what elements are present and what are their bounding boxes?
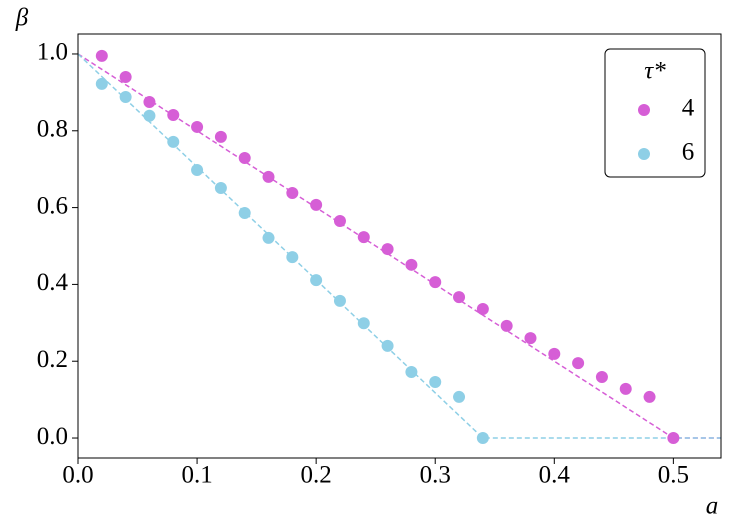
point — [667, 432, 680, 445]
y-tick-label: 1.0 — [37, 39, 68, 66]
point — [619, 382, 632, 395]
point — [262, 231, 275, 244]
point — [95, 77, 108, 90]
point — [238, 206, 251, 219]
plot-frame — [77, 33, 722, 459]
point — [143, 109, 156, 122]
point — [262, 170, 275, 183]
point — [167, 135, 180, 148]
point — [214, 130, 227, 143]
point — [500, 319, 513, 332]
y-tick-label: 0.6 — [37, 192, 68, 219]
point — [405, 258, 418, 271]
point — [524, 332, 537, 345]
legend-box — [604, 48, 706, 178]
point — [405, 365, 418, 378]
legend-title: τ* — [644, 58, 666, 85]
legend-label: 6 — [682, 139, 695, 166]
point — [167, 109, 180, 122]
point — [381, 339, 394, 352]
y-tick-label: 0.2 — [37, 346, 68, 373]
point — [143, 95, 156, 108]
x-tick-label: 0.2 — [301, 462, 332, 489]
fit-line — [78, 53, 721, 439]
point — [310, 274, 323, 287]
legend-marker — [638, 148, 650, 160]
point — [191, 163, 204, 176]
point — [548, 347, 561, 360]
point — [476, 302, 489, 315]
point — [357, 231, 370, 244]
x-axis-label: a — [706, 493, 719, 520]
y-axis-label: β — [15, 5, 29, 32]
point — [238, 152, 251, 165]
point — [572, 357, 585, 370]
point — [95, 49, 108, 62]
point — [429, 276, 442, 289]
point — [191, 120, 204, 133]
y-tick-label: 0.0 — [37, 423, 68, 450]
point — [357, 317, 370, 330]
x-tick-label: 0.1 — [181, 462, 212, 489]
point — [429, 375, 442, 388]
legend-label: 4 — [682, 95, 695, 122]
point — [286, 187, 299, 199]
x-tick-label: 0.4 — [539, 462, 571, 489]
point — [119, 71, 132, 84]
point — [286, 251, 299, 264]
point — [381, 243, 394, 256]
point — [643, 390, 656, 403]
point — [333, 294, 346, 307]
point — [476, 432, 489, 445]
legend-marker — [638, 104, 650, 116]
point — [333, 215, 346, 228]
x-tick-label: 0.5 — [658, 462, 689, 489]
point — [595, 370, 608, 383]
x-tick-label: 0.3 — [420, 462, 451, 489]
point — [119, 90, 132, 103]
y-tick-label: 0.8 — [37, 116, 68, 143]
point — [453, 390, 466, 403]
point — [310, 198, 323, 211]
x-tick-label: 0.0 — [62, 462, 93, 489]
y-tick-label: 0.4 — [37, 269, 69, 296]
point — [453, 291, 466, 304]
point — [214, 182, 227, 195]
